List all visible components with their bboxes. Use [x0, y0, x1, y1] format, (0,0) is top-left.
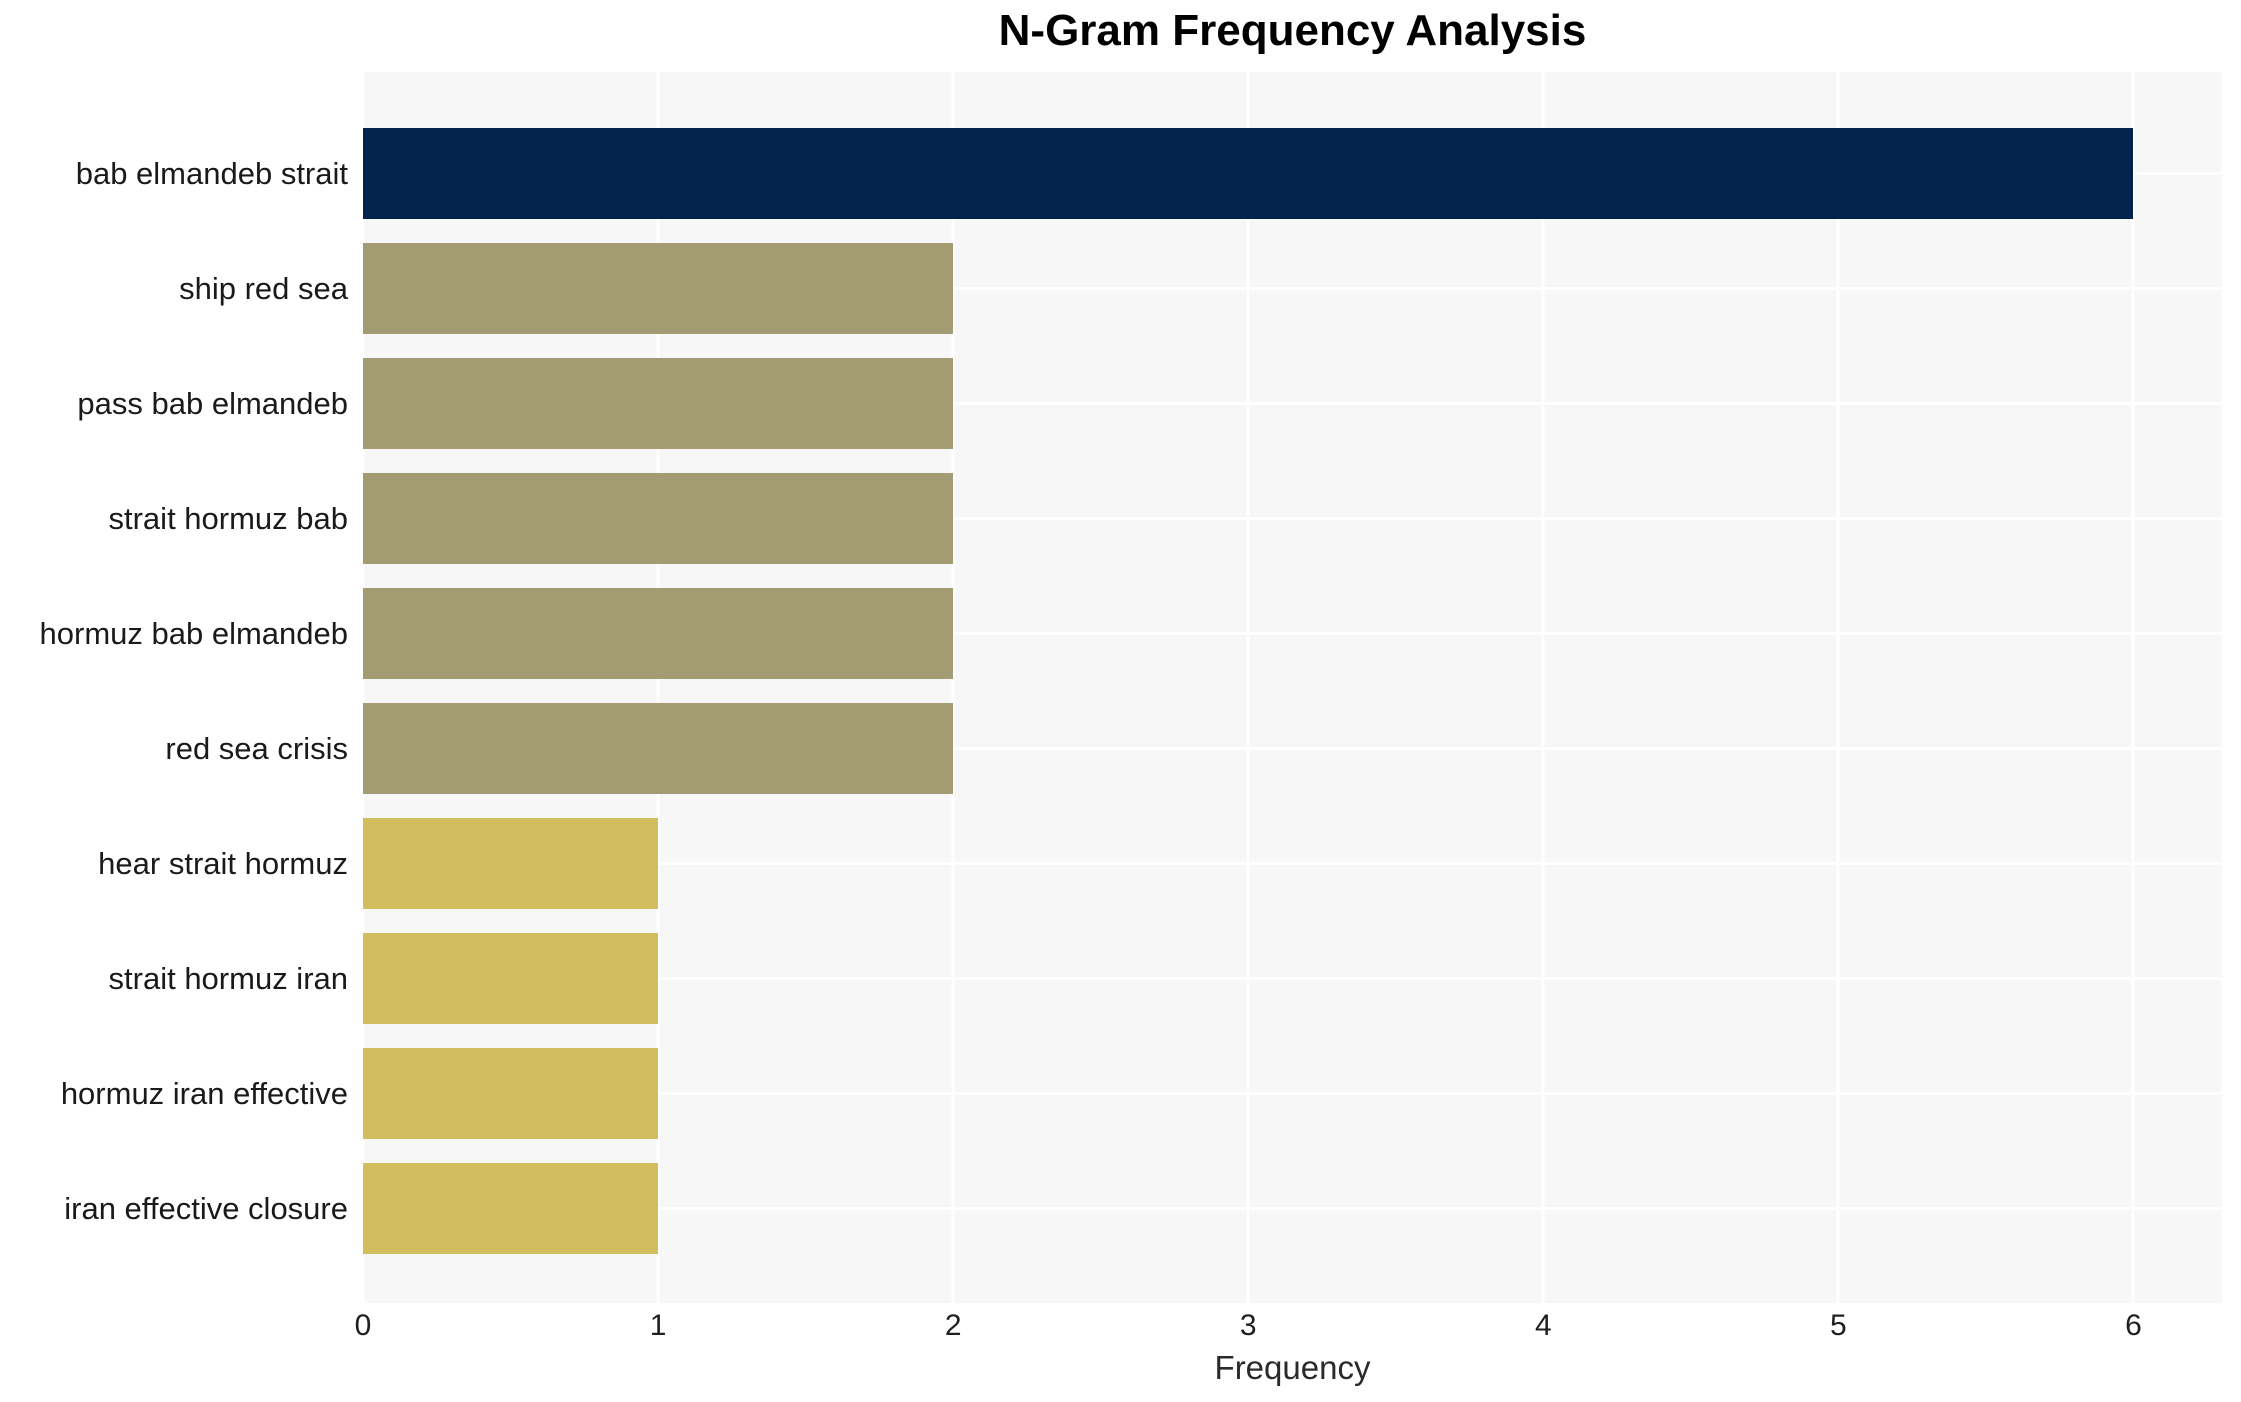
category-label: ship red sea: [179, 271, 348, 306]
category-label: strait hormuz bab: [108, 501, 349, 536]
category-label: hear strait hormuz: [98, 846, 348, 881]
horizontal-gridline: [363, 747, 2222, 750]
horizontal-gridline: [363, 862, 2222, 865]
bar: [363, 128, 2134, 219]
horizontal-gridline: [363, 517, 2222, 520]
category-label: hormuz bab elmandeb: [39, 616, 348, 651]
bar: [363, 1163, 659, 1254]
horizontal-gridline: [363, 1207, 2222, 1210]
x-tick-label: 4: [1534, 1309, 1552, 1342]
category-label: iran effective closure: [64, 1191, 348, 1226]
horizontal-gridline: [363, 977, 2222, 980]
x-tick-label: 1: [649, 1309, 667, 1342]
bar: [363, 1048, 659, 1139]
vertical-gridline: [656, 72, 660, 1303]
x-axis-ticks: 0 1 2 3 4 5 6: [355, 1309, 2222, 1349]
x-tick-label: 5: [1830, 1309, 1847, 1342]
category-label: hormuz iran effective: [60, 1076, 348, 1111]
bar: [363, 473, 954, 564]
category-label: bab elmandeb strait: [75, 156, 348, 191]
bar: [363, 818, 659, 909]
vertical-gridline: [1541, 72, 1545, 1303]
x-tick-label: 2: [944, 1309, 962, 1342]
vertical-gridline: [1246, 72, 1250, 1303]
bar: [363, 703, 954, 794]
vertical-gridline: [363, 72, 365, 1303]
horizontal-gridline: [363, 402, 2222, 405]
horizontal-gridline: [363, 1092, 2222, 1095]
bar: [363, 588, 954, 679]
bar: [363, 243, 954, 334]
horizontal-gridline: [363, 632, 2222, 635]
category-label: pass bab elmandeb: [77, 386, 348, 421]
vertical-gridline: [2131, 72, 2135, 1303]
vertical-gridline: [1836, 72, 1840, 1303]
vertical-gridline: [951, 72, 955, 1303]
y-axis-category-labels: bab elmandeb strait ship red sea pass bab …: [0, 72, 348, 1303]
bar: [363, 933, 659, 1024]
chart-title: N-Gram Frequency Analysis: [998, 6, 1587, 55]
horizontal-gridline: [363, 287, 2222, 290]
x-axis-label: Frequency: [1214, 1349, 1371, 1386]
category-label: strait hormuz iran: [108, 961, 348, 996]
bar: [363, 358, 954, 449]
x-tick-label: 3: [1239, 1309, 1257, 1342]
x-tick-label: 0: [354, 1309, 372, 1342]
x-tick-label: 6: [2125, 1309, 2142, 1342]
category-label: red sea crisis: [165, 731, 348, 766]
plot-area: [363, 72, 2222, 1303]
